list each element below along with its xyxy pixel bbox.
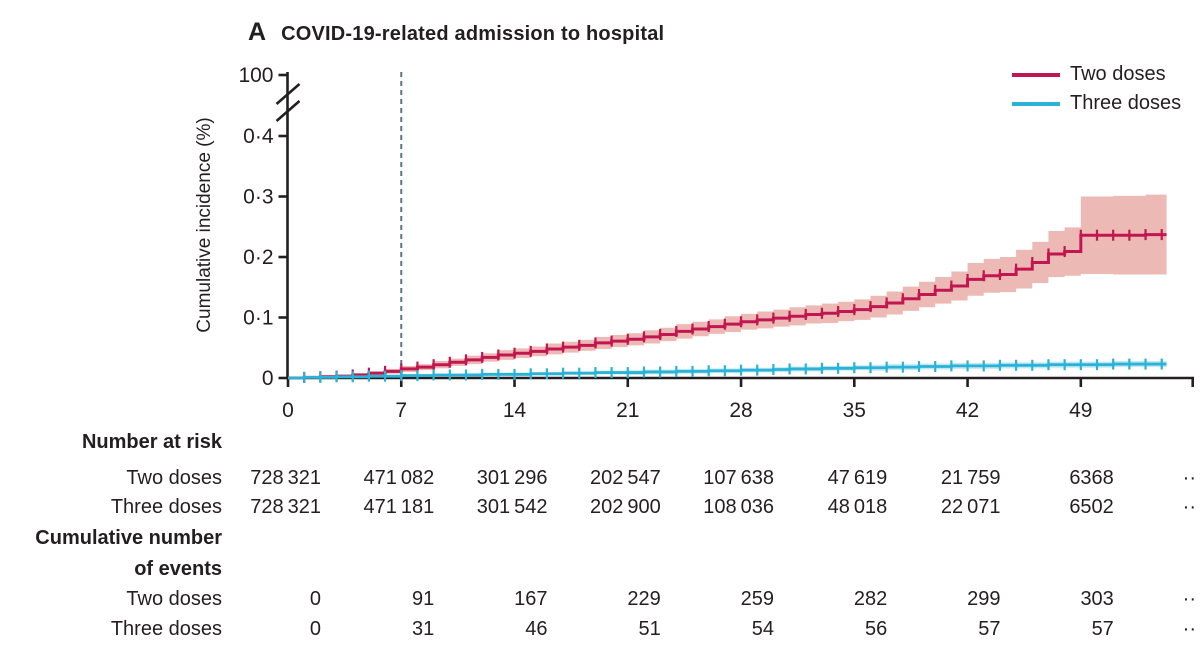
events-row-two-doses-value: 282 (853, 588, 888, 610)
x-tick-label: 49 (1069, 399, 1092, 422)
legend-item-two-doses: Two doses (1012, 60, 1181, 89)
y-tick-label: 0 (262, 367, 274, 390)
x-tick-label: 7 (395, 399, 407, 422)
events-row-three-doses-value: 46 (525, 618, 548, 640)
risk-row-three-doses-value: 301 542 (476, 496, 548, 518)
risk-row-three-doses-value: 6502 (1069, 496, 1114, 518)
risk-row-two-doses-label: Two doses (126, 467, 222, 489)
risk-row-two-doses-value: 301 296 (476, 467, 548, 489)
cumulative-incidence-plot: 100 0·4 0·3 0·2 0·1 00 7 14 21 28 35 42 49 (238, 64, 1194, 422)
events-row-two-doses-value: 167 (514, 588, 548, 610)
events-row-three-doses-value: 31 (412, 618, 435, 640)
events-header-line1: Cumulative number (35, 527, 222, 549)
risk-row-three-doses-value: 22 071 (940, 496, 1001, 518)
risk-row-two-doses-value: 21 759 (940, 467, 1001, 489)
figure-title: COVID-19-related admission to hospital (281, 23, 665, 45)
risk-row-three-doses-value: 471 181 (363, 496, 435, 518)
risk-row-two-doses-value: 202 547 (590, 467, 661, 489)
events-row-three-doses-value: 56 (865, 618, 888, 640)
risk-row-two-doses-value: 471 082 (363, 467, 435, 489)
events-row-three-doses-value: ·· (1182, 618, 1196, 640)
x-tick-label: 14 (503, 399, 527, 422)
y-tick-label: 0·1 (243, 307, 273, 330)
three-doses-line-swatch (1012, 101, 1060, 106)
panel-label: A (248, 18, 267, 46)
risk-row-three-doses-label: Three doses (110, 496, 222, 518)
two-doses-ci-band (288, 194, 1167, 378)
risk-row-two-doses-value: ·· (1182, 467, 1196, 489)
events-row-two-doses-value: 299 (967, 588, 1001, 610)
risk-row-two-doses-value: 47 619 (827, 467, 888, 489)
events-row-two-doses-value: 303 (1080, 588, 1114, 610)
risk-row-two-doses-value: 107 638 (703, 467, 775, 489)
events-header-line2: of events (134, 558, 222, 580)
events-row-three-doses-label: Three doses (110, 618, 222, 640)
legend: Two doses Three doses (1012, 60, 1181, 118)
events-row-three-doses-value: 57 (978, 618, 1001, 640)
risk-row-three-doses-value: 202 900 (590, 496, 661, 518)
risk-table-header: Number at risk (81, 431, 222, 453)
legend-label-two-doses: Two doses (1070, 63, 1166, 85)
legend-item-three-doses: Three doses (1012, 89, 1181, 118)
y-tick-label: 0·4 (243, 125, 274, 148)
risk-row-two-doses-value: 6368 (1069, 467, 1114, 489)
events-row-two-doses-value: 0 (309, 588, 321, 610)
events-row-two-doses-value: ·· (1182, 588, 1196, 610)
legend-label-three-doses: Three doses (1070, 92, 1182, 114)
events-row-three-doses-value: 0 (309, 618, 321, 640)
risk-row-three-doses-value: ·· (1182, 496, 1196, 518)
events-row-two-doses-value: 91 (412, 588, 435, 610)
events-row-two-doses-value: 229 (627, 588, 661, 610)
risk-row-three-doses-value: 108 036 (703, 496, 775, 518)
figure-header: A COVID-19-related admission to hospital (248, 18, 664, 47)
y-tick-label: 0·3 (243, 186, 273, 209)
two-doses-line-swatch (1012, 72, 1060, 77)
events-row-two-doses-value: 259 (740, 588, 775, 610)
risk-row-two-doses-value: 728 321 (250, 467, 321, 489)
x-tick-label: 0 (282, 399, 294, 422)
x-tick-label: 35 (843, 399, 866, 422)
axis-break-slash (275, 100, 301, 122)
x-tick-label: 42 (956, 399, 979, 422)
risk-row-three-doses-value: 728 321 (250, 496, 321, 518)
events-row-three-doses-value: 57 (1091, 618, 1114, 640)
events-row-three-doses-value: 54 (751, 618, 775, 640)
events-row-three-doses-value: 51 (638, 618, 661, 640)
x-tick-label: 28 (729, 399, 752, 422)
risk-row-three-doses-value: 48 018 (827, 496, 888, 518)
y-tick-label: 0·2 (243, 246, 273, 269)
x-tick-label: 21 (616, 399, 639, 422)
y-tick-label: 100 (238, 64, 273, 87)
axis-break-slash (275, 83, 301, 105)
events-row-two-doses-label: Two doses (126, 588, 222, 610)
